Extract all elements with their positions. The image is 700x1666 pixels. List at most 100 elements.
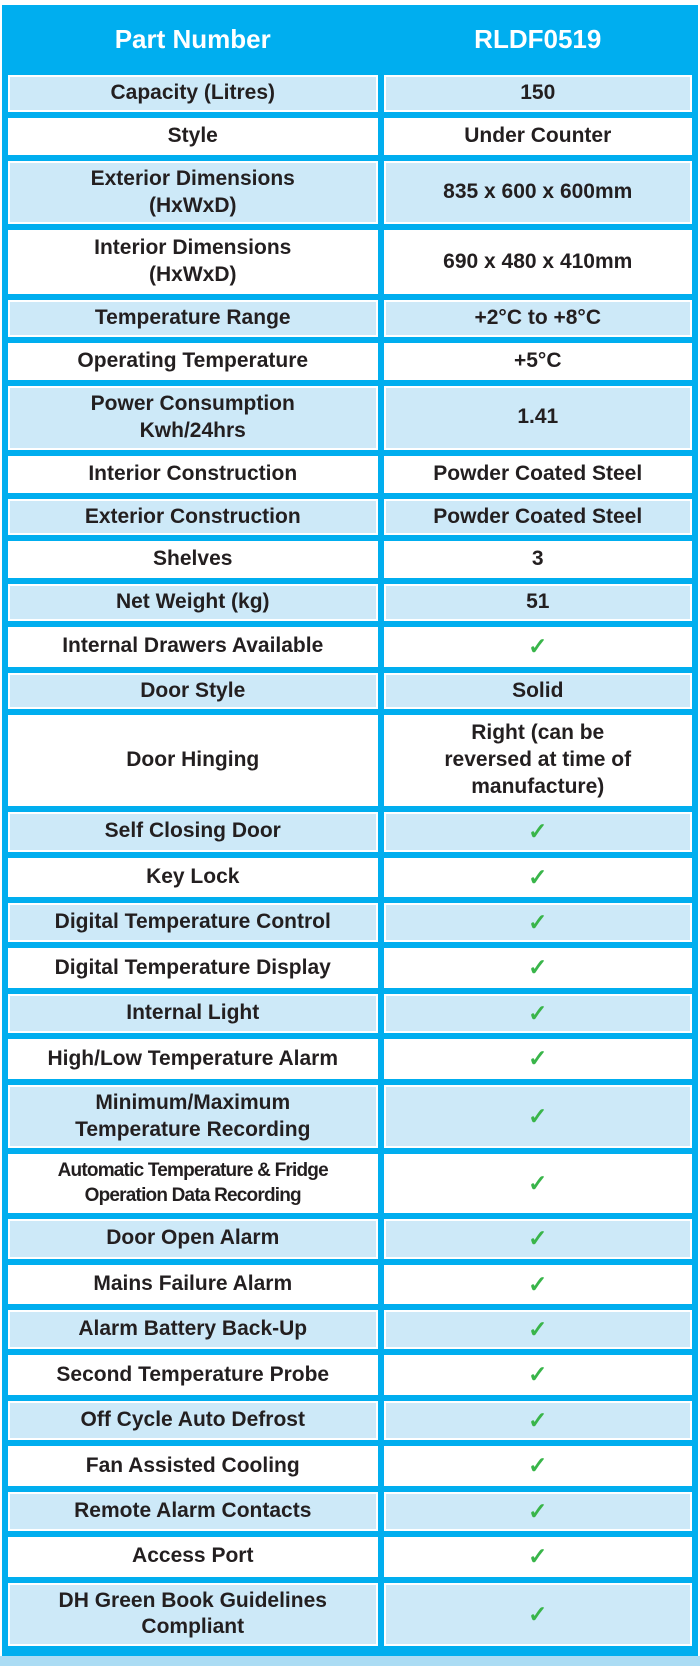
spec-label: Exterior Construction — [8, 498, 378, 536]
table-row: Door Hinging Right (can be reversed at ti… — [8, 715, 692, 807]
check-icon: ✓ — [383, 1537, 692, 1577]
spec-table-body: Capacity (Litres) 150 Style Under Counter Ex… — [8, 74, 692, 1647]
check-icon: ✓ — [383, 1154, 692, 1214]
spec-value: 3 — [383, 541, 692, 579]
check-icon: ✓ — [383, 1219, 692, 1259]
check-icon: ✓ — [383, 627, 692, 667]
spec-label: Power Consumption Kwh/24hrs — [8, 385, 378, 450]
table-row: Digital Temperature Control ✓ — [8, 902, 692, 943]
spec-label: Fan Assisted Cooling — [8, 1446, 378, 1486]
spec-value: 1.41 — [383, 385, 692, 450]
spec-value: Right (can be reversed at time of manufa… — [383, 715, 692, 807]
table-row: Style Under Counter — [8, 117, 692, 155]
spec-label: Second Temperature Probe — [8, 1355, 378, 1395]
table-row: Door Style Solid — [8, 672, 692, 710]
table-row: Exterior Dimensions (HxWxD) 835 x 600 x 6… — [8, 160, 692, 225]
spec-label: Operating Temperature — [8, 343, 378, 380]
spec-value: 51 — [383, 584, 692, 622]
spec-value: Powder Coated Steel — [383, 498, 692, 536]
spec-value: 690 x 480 x 410mm — [383, 230, 692, 295]
check-icon: ✓ — [383, 1491, 692, 1532]
page-bottom-strip — [0, 1656, 700, 1666]
check-icon: ✓ — [383, 1309, 692, 1350]
check-icon: ✓ — [383, 857, 692, 897]
table-row: Temperature Range +2°C to +8°C — [8, 300, 692, 338]
table-row: Key Lock ✓ — [8, 857, 692, 897]
spec-label: Automatic Temperature & Fridge Operation… — [8, 1154, 378, 1214]
check-icon: ✓ — [383, 1039, 692, 1079]
table-row: Interior Construction Powder Coated Steel — [8, 455, 692, 493]
spec-label: Style — [8, 117, 378, 155]
table-row: Automatic Temperature & Fridge Operation… — [8, 1154, 692, 1214]
spec-label: Capacity (Litres) — [8, 74, 378, 112]
spec-label: Shelves — [8, 541, 378, 579]
table-row: Internal Drawers Available ✓ — [8, 627, 692, 667]
spec-label: Key Lock — [8, 857, 378, 897]
table-row: Alarm Battery Back-Up ✓ — [8, 1309, 692, 1350]
table-row: Access Port ✓ — [8, 1537, 692, 1577]
spec-label: Internal Drawers Available — [8, 627, 378, 667]
spec-label: Digital Temperature Control — [8, 902, 378, 943]
table-row: Operating Temperature +5°C — [8, 343, 692, 380]
spec-label: High/Low Temperature Alarm — [8, 1039, 378, 1079]
spec-value: 835 x 600 x 600mm — [383, 160, 692, 225]
table-row: Off Cycle Auto Defrost ✓ — [8, 1400, 692, 1441]
table-row: Capacity (Litres) 150 — [8, 74, 692, 112]
spec-value: Solid — [383, 672, 692, 710]
spec-value: Under Counter — [383, 117, 692, 155]
table-row: Internal Light ✓ — [8, 993, 692, 1034]
spec-label: Door Open Alarm — [8, 1219, 378, 1259]
spec-label: Minimum/Maximum Temperature Recording — [8, 1084, 378, 1149]
check-icon: ✓ — [383, 1264, 692, 1304]
check-icon: ✓ — [383, 1084, 692, 1149]
spec-label: Access Port — [8, 1537, 378, 1577]
check-icon: ✓ — [383, 812, 692, 852]
spec-value: +2°C to +8°C — [383, 300, 692, 338]
spec-label: Off Cycle Auto Defrost — [8, 1400, 378, 1441]
table-row: Net Weight (kg) 51 — [8, 584, 692, 622]
check-icon: ✓ — [383, 902, 692, 943]
spec-label: Interior Construction — [8, 455, 378, 493]
spec-label: Door Hinging — [8, 715, 378, 807]
check-icon: ✓ — [383, 993, 692, 1034]
table-row: Power Consumption Kwh/24hrs 1.41 — [8, 385, 692, 450]
table-row: Minimum/Maximum Temperature Recording ✓ — [8, 1084, 692, 1149]
header-part-value: RLDF0519 — [383, 11, 692, 69]
table-row: Remote Alarm Contacts ✓ — [8, 1491, 692, 1532]
spec-value: +5°C — [383, 343, 692, 380]
spec-value: 150 — [383, 74, 692, 112]
table-row: Door Open Alarm ✓ — [8, 1219, 692, 1259]
spec-table: Part Number RLDF0519 Capacity (Litres) 15… — [2, 5, 698, 1657]
spec-label: Alarm Battery Back-Up — [8, 1309, 378, 1350]
spec-label: Internal Light — [8, 993, 378, 1034]
spec-label: Digital Temperature Display — [8, 948, 378, 988]
spec-value: Powder Coated Steel — [383, 455, 692, 493]
table-row: Self Closing Door ✓ — [8, 812, 692, 852]
page-background: Part Number RLDF0519 Capacity (Litres) 15… — [0, 5, 700, 1666]
table-row: Shelves 3 — [8, 541, 692, 579]
table-header-row: Part Number RLDF0519 — [8, 11, 692, 69]
check-icon: ✓ — [383, 1355, 692, 1395]
table-row: Digital Temperature Display ✓ — [8, 948, 692, 988]
spec-label: Exterior Dimensions (HxWxD) — [8, 160, 378, 225]
spec-label: Mains Failure Alarm — [8, 1264, 378, 1304]
spec-label: DH Green Book Guidelines Compliant — [8, 1582, 378, 1647]
spec-label: Remote Alarm Contacts — [8, 1491, 378, 1532]
table-row: DH Green Book Guidelines Compliant ✓ — [8, 1582, 692, 1647]
check-icon: ✓ — [383, 1446, 692, 1486]
header-part-number: Part Number — [8, 11, 378, 69]
check-icon: ✓ — [383, 1582, 692, 1647]
table-row: Mains Failure Alarm ✓ — [8, 1264, 692, 1304]
table-row: Interior Dimensions (HxWxD) 690 x 480 x 4… — [8, 230, 692, 295]
spec-label: Net Weight (kg) — [8, 584, 378, 622]
table-row: Exterior Construction Powder Coated Steel — [8, 498, 692, 536]
table-row: Fan Assisted Cooling ✓ — [8, 1446, 692, 1486]
spec-label: Self Closing Door — [8, 812, 378, 852]
spec-label: Temperature Range — [8, 300, 378, 338]
table-row: Second Temperature Probe ✓ — [8, 1355, 692, 1395]
table-row: High/Low Temperature Alarm ✓ — [8, 1039, 692, 1079]
check-icon: ✓ — [383, 948, 692, 988]
spec-label: Door Style — [8, 672, 378, 710]
spec-label: Interior Dimensions (HxWxD) — [8, 230, 378, 295]
check-icon: ✓ — [383, 1400, 692, 1441]
